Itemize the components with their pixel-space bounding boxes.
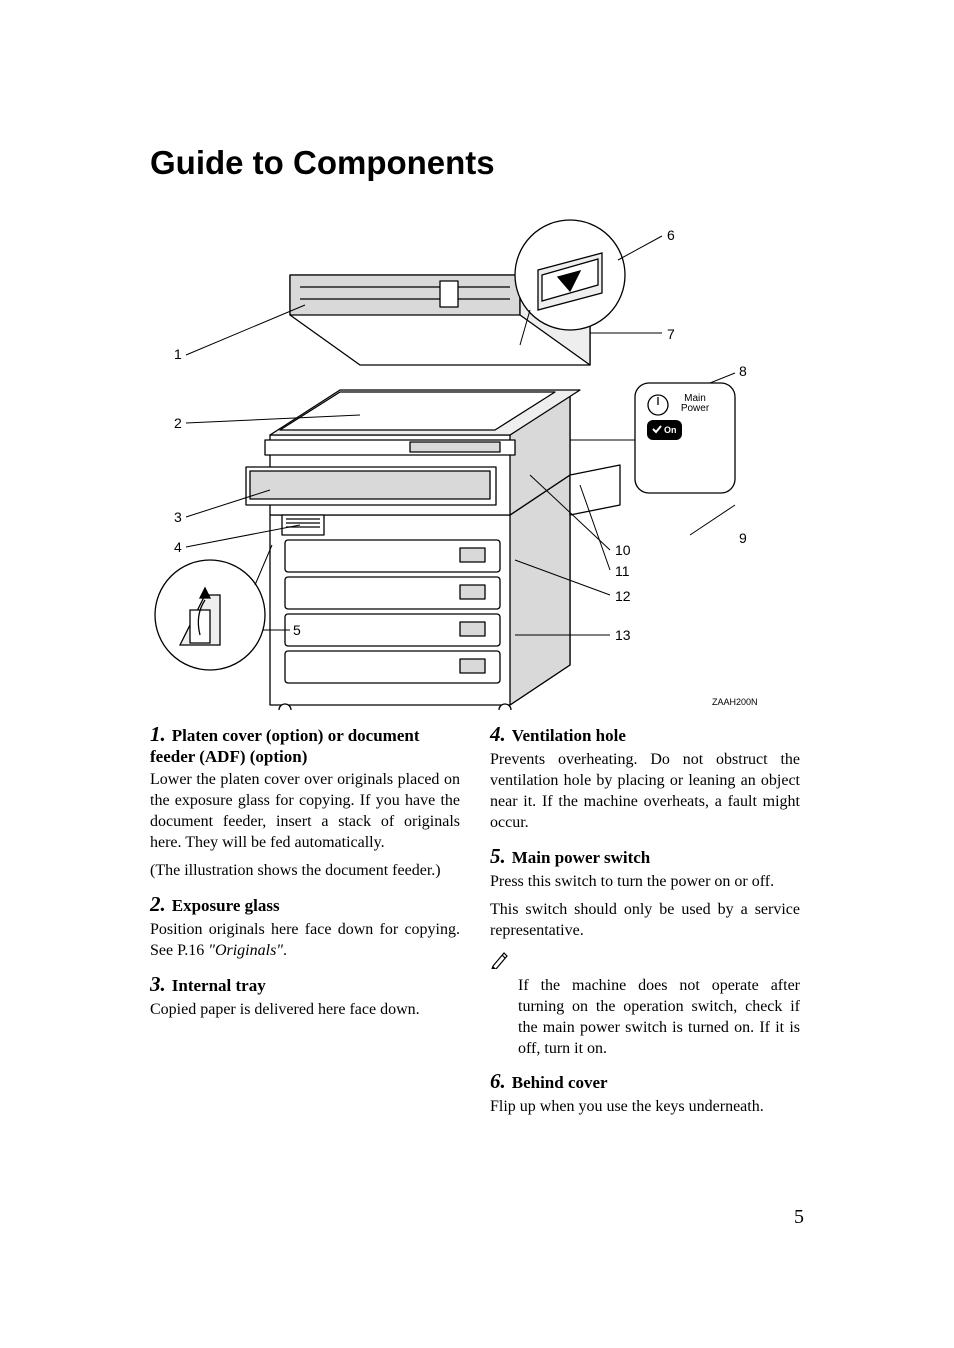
- entry-5-heading: 5. Main power switch: [490, 844, 800, 869]
- diagram-label-4: 4: [174, 539, 182, 555]
- page-title: Guide to Components: [150, 144, 495, 182]
- entry-2: 2. Exposure glass Position originals her…: [150, 892, 460, 962]
- entry-1: 1. Platen cover (option) or document fee…: [150, 722, 460, 882]
- entry-1-label: Platen cover (option) or document feeder…: [150, 726, 419, 766]
- diagram-label-10: 10: [615, 542, 631, 558]
- diagram-power-label: Main Power: [675, 394, 715, 414]
- entry-1-heading: 1. Platen cover (option) or document fee…: [150, 722, 460, 767]
- note-icon: [490, 949, 800, 974]
- diagram-label-13: 13: [615, 627, 631, 643]
- entry-4-label: Ventilation hole: [512, 726, 626, 745]
- entry-5: 5. Main power switch Press this switch t…: [490, 844, 800, 1060]
- entry-3-num: 3.: [150, 972, 166, 996]
- diagram-label-5: 5: [293, 622, 301, 638]
- entry-5-label: Main power switch: [512, 848, 651, 867]
- entry-2-body: Position originals here face down for co…: [150, 920, 460, 962]
- right-column: 4. Ventilation hole Prevents overheating…: [490, 722, 800, 1128]
- entry-2-heading: 2. Exposure glass: [150, 892, 460, 917]
- entry-2-label: Exposure glass: [172, 896, 280, 915]
- diagram-label-9: 9: [739, 530, 747, 546]
- diagram-label-2: 2: [174, 415, 182, 431]
- entry-2-ref-title: "Originals": [208, 942, 283, 959]
- entry-3-body: Copied paper is delivered here face down…: [150, 1000, 460, 1021]
- entry-6-heading: 6. Behind cover: [490, 1069, 800, 1094]
- entry-2-ref-page: P.16: [177, 942, 208, 959]
- entry-5-body-2: This switch should only be used by a ser…: [490, 900, 800, 942]
- diagram-on-badge: On: [647, 420, 682, 440]
- body-columns: 1. Platen cover (option) or document fee…: [150, 722, 800, 1128]
- diagram-label-8: 8: [739, 363, 747, 379]
- entry-3: 3. Internal tray Copied paper is deliver…: [150, 972, 460, 1021]
- check-icon: [652, 421, 662, 439]
- entry-5-num: 5.: [490, 844, 506, 868]
- diagram-label-12: 12: [615, 588, 631, 604]
- entry-4-body: Prevents overheating. Do not obstruct th…: [490, 750, 800, 834]
- entry-2-num: 2.: [150, 892, 166, 916]
- entry-6-label: Behind cover: [512, 1073, 608, 1092]
- entry-5-body-1: Press this switch to turn the power on o…: [490, 872, 800, 893]
- entry-3-label: Internal tray: [172, 976, 266, 995]
- diagram-on-text: On: [664, 425, 677, 435]
- diagram-label-3: 3: [174, 509, 182, 525]
- page-number: 5: [794, 1206, 804, 1229]
- entry-1-body-1: Lower the platen cover over originals pl…: [150, 770, 460, 854]
- diagram-power-line2: Power: [681, 403, 709, 414]
- entry-4-heading: 4. Ventilation hole: [490, 722, 800, 747]
- entry-4-num: 4.: [490, 722, 506, 746]
- components-diagram: 1 2 3 4 5 6 7 8 9 10 11 12 13 Main Power…: [150, 215, 790, 710]
- entry-2-text-b: .: [283, 942, 287, 959]
- diagram-svg: [150, 215, 790, 710]
- entry-4: 4. Ventilation hole Prevents overheating…: [490, 722, 800, 834]
- diagram-label-1: 1: [174, 346, 182, 362]
- diagram-label-6: 6: [667, 227, 675, 243]
- page: Guide to Components: [0, 0, 954, 1348]
- diagram-label-7: 7: [667, 326, 675, 342]
- left-column: 1. Platen cover (option) or document fee…: [150, 722, 460, 1128]
- entry-6: 6. Behind cover Flip up when you use the…: [490, 1069, 800, 1118]
- entry-6-body: Flip up when you use the keys underneath…: [490, 1097, 800, 1118]
- entry-1-num: 1.: [150, 722, 166, 746]
- entry-6-num: 6.: [490, 1069, 506, 1093]
- diagram-code: ZAAH200N: [712, 697, 758, 707]
- entry-3-heading: 3. Internal tray: [150, 972, 460, 997]
- diagram-label-11: 11: [615, 563, 630, 579]
- entry-5-note: If the machine does not operate after tu…: [518, 976, 800, 1060]
- entry-1-body-2: (The illustration shows the document fee…: [150, 861, 460, 882]
